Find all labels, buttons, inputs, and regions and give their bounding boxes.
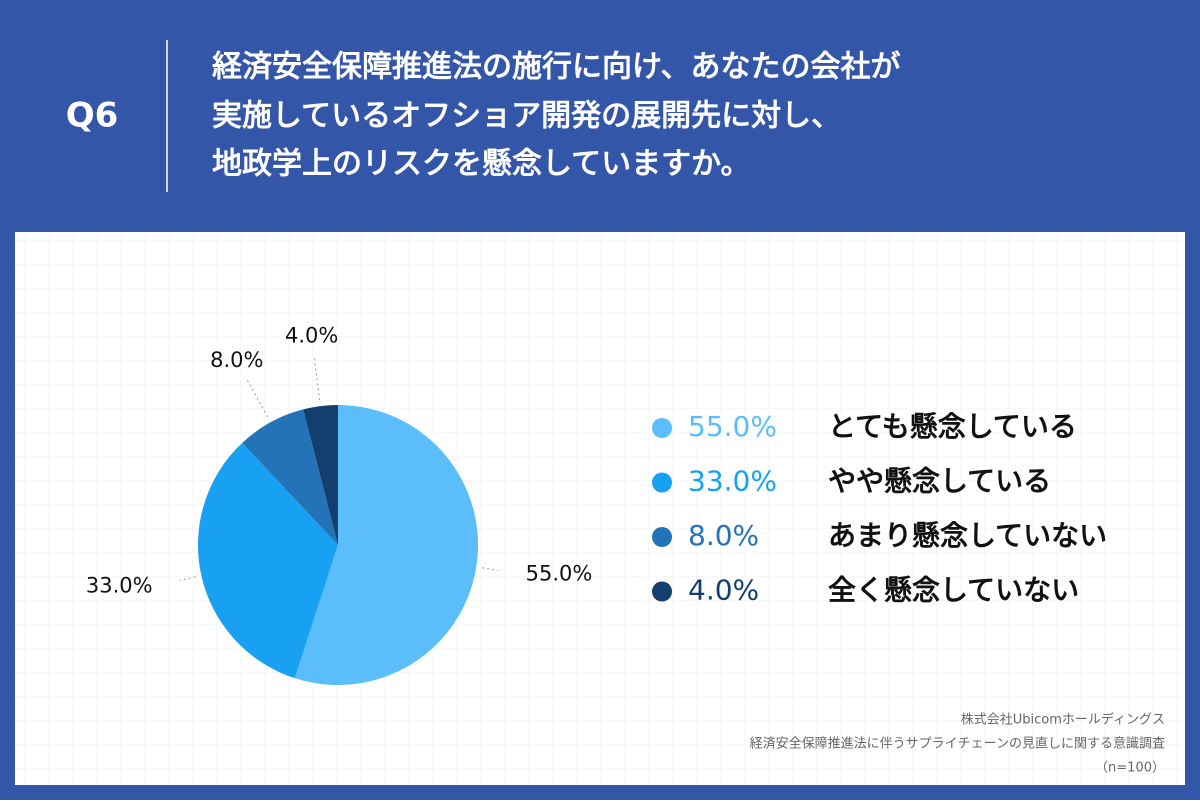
legend-dot [652, 472, 672, 493]
legend-label: やや懸念している [828, 465, 1051, 498]
source: 株式会社Ubicomホールディングス [961, 712, 1165, 728]
data-label: 55.0% [526, 562, 593, 586]
chart: 55.0% 55.0% とても懸念している 33.0% 33.0% やや懸念している 8.0… [86, 324, 1107, 685]
title-line: 地政学上のリスクを懸念していますか。 [212, 147, 751, 182]
panel-grid [15, 232, 1185, 785]
legend-label: あまり懸念していない [828, 519, 1107, 552]
source: 経済安全保障推進法に伴うサプライチェーンの見直しに関する意識調査 [750, 736, 1165, 752]
legend-label: 全く懸念していない [828, 574, 1079, 607]
leader-line [246, 380, 269, 418]
legend-value: 4.0% [688, 574, 759, 607]
legend-label: とても懸念している [828, 410, 1077, 443]
pie-slice [294, 405, 478, 685]
data-label: 4.0% [285, 324, 338, 348]
legend-dot [652, 527, 672, 547]
legend-value: 33.0% [688, 465, 777, 498]
pie-slice [242, 409, 338, 545]
title-line: 経済安全保障推進法の施行に向け、あなたの会社が [212, 50, 901, 85]
legend-dot [652, 418, 672, 438]
question-label: Q6 [66, 96, 119, 136]
pie-slice [303, 405, 338, 545]
source: （n=100） [1095, 761, 1165, 776]
legend-value: 8.0% [688, 519, 759, 552]
legend-value: 55.0% [688, 410, 777, 443]
data-label: 33.0% [86, 573, 153, 597]
legend-dot [652, 581, 672, 602]
leader-line [313, 358, 321, 401]
pie-slice [197, 442, 338, 679]
data-label: 8.0% [210, 348, 263, 372]
title-line: 実施しているオフショア開発の展開先に対し、 [212, 99, 841, 134]
